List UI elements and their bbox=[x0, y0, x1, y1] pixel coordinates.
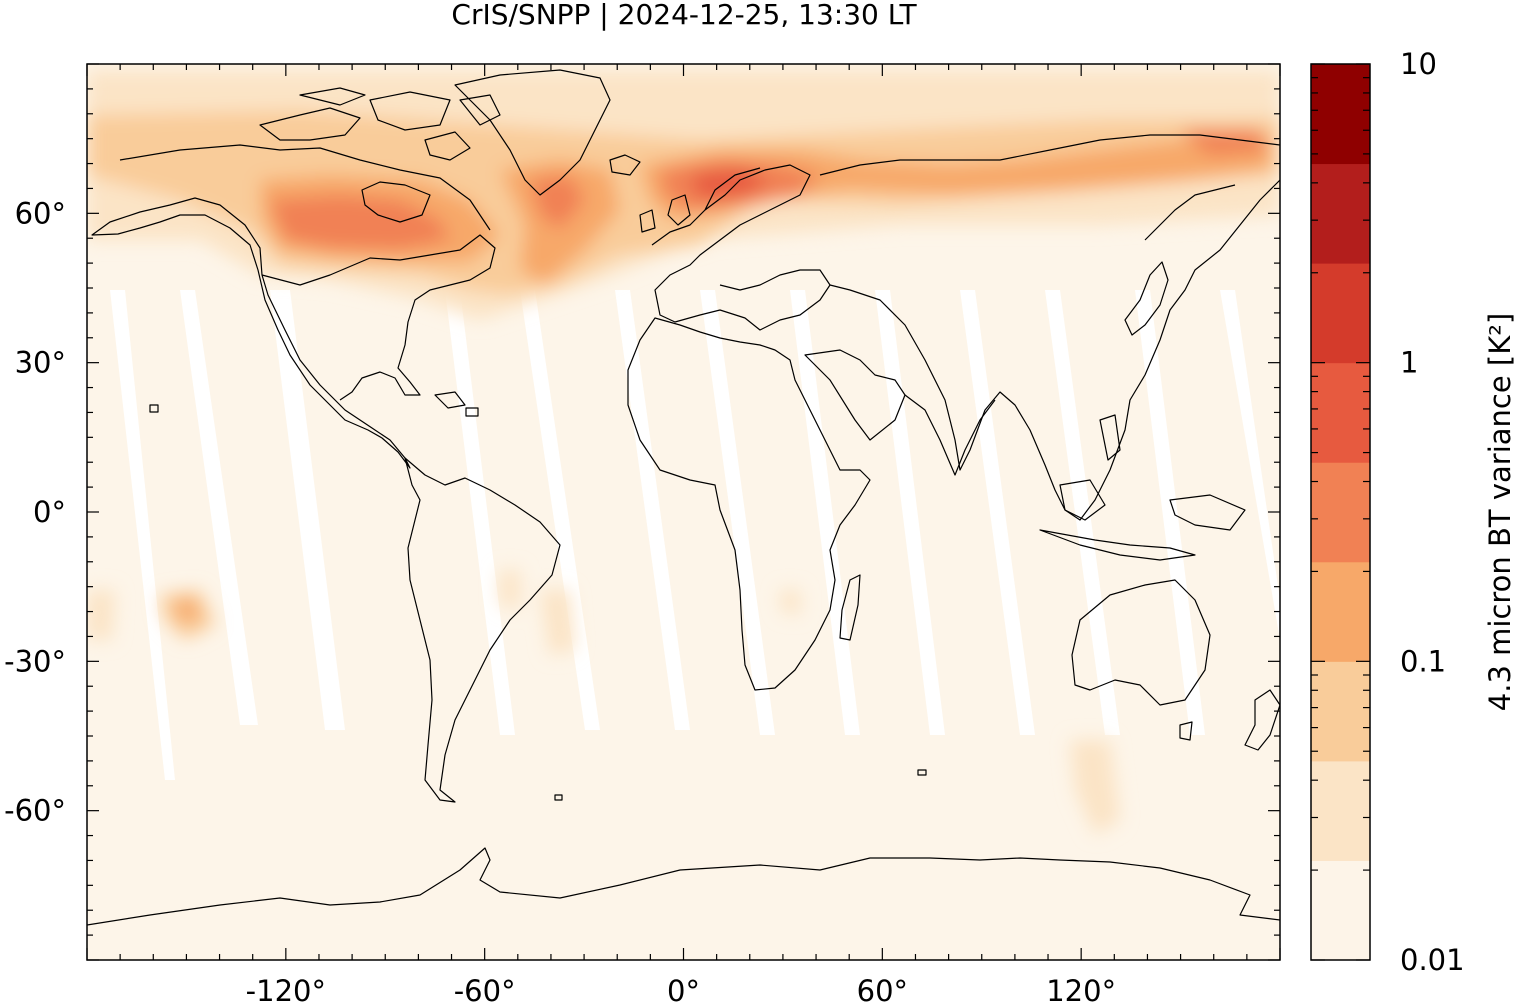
colorbar-segment bbox=[1311, 561, 1370, 662]
lat-tick-label: 0° bbox=[33, 495, 66, 529]
coastline-north-america bbox=[91, 144, 496, 469]
coastline-japan bbox=[1124, 261, 1169, 336]
colorbar-segment bbox=[1311, 462, 1370, 563]
colorbar-frame bbox=[1310, 63, 1371, 961]
coastlines bbox=[87, 69, 1280, 926]
coastline-new-zealand bbox=[1244, 689, 1280, 751]
lon-tick-label: 0° bbox=[667, 974, 700, 1002]
latitude-labels: 60° 30° 0° -30° -60° bbox=[4, 196, 66, 827]
coastline-madagascar bbox=[839, 574, 861, 641]
map-title: CrIS/SNPP | 2024-12-25, 13:30 LT bbox=[451, 0, 917, 31]
colorbar-segment bbox=[1311, 362, 1370, 463]
coastline-india bbox=[904, 394, 996, 476]
lat-tick-label: 60° bbox=[15, 196, 66, 230]
colorbar-tick-label: 1 bbox=[1400, 346, 1418, 380]
colorbar-tick-label: 0.01 bbox=[1400, 943, 1465, 977]
lat-tick-label: -30° bbox=[4, 644, 66, 678]
coastline-europe bbox=[639, 164, 831, 331]
coastline-greenland bbox=[454, 69, 611, 196]
lat-tick-label: -60° bbox=[4, 794, 66, 828]
lon-tick-label: -120° bbox=[246, 974, 326, 1002]
coastline-hudson-bay bbox=[361, 181, 431, 223]
coastline-south-america bbox=[404, 457, 561, 803]
coastline-islands bbox=[149, 391, 927, 801]
colorbar-segment bbox=[1311, 163, 1370, 264]
colorbar-labels: 10 1 0.1 0.01 bbox=[1400, 47, 1465, 977]
colorbar-title: 4.3 micron BT variance [K²] bbox=[1483, 313, 1517, 711]
coastline-africa bbox=[627, 317, 871, 691]
lon-tick-label: -60° bbox=[454, 974, 516, 1002]
coastline-australia bbox=[1071, 579, 1211, 741]
coastline-iceland bbox=[609, 154, 641, 176]
colorbar-tick-label: 10 bbox=[1400, 47, 1437, 81]
lon-tick-label: 60° bbox=[857, 974, 908, 1002]
colorbar-title-text: 4.3 micron BT variance [K²] bbox=[1483, 312, 1517, 712]
coastline-arctic-islands bbox=[259, 87, 501, 161]
coastline-antarctica bbox=[87, 847, 1280, 926]
colorbar-segment bbox=[1311, 760, 1370, 861]
colorbar-segment bbox=[1311, 64, 1370, 165]
colorbar-segment bbox=[1311, 860, 1370, 961]
coastline-indonesia bbox=[1039, 414, 1246, 561]
colorbar-segment bbox=[1311, 661, 1370, 762]
lon-tick-label: 120° bbox=[1046, 974, 1116, 1002]
axis-ticks bbox=[86, 63, 1281, 961]
colorbar-segment bbox=[1311, 263, 1370, 364]
lat-tick-label: 30° bbox=[15, 346, 66, 380]
colorbar-tick-label: 0.1 bbox=[1400, 644, 1446, 678]
longitude-labels: -120° -60° 0° 60° 120° bbox=[246, 974, 1116, 1002]
colorbar bbox=[1310, 63, 1371, 961]
